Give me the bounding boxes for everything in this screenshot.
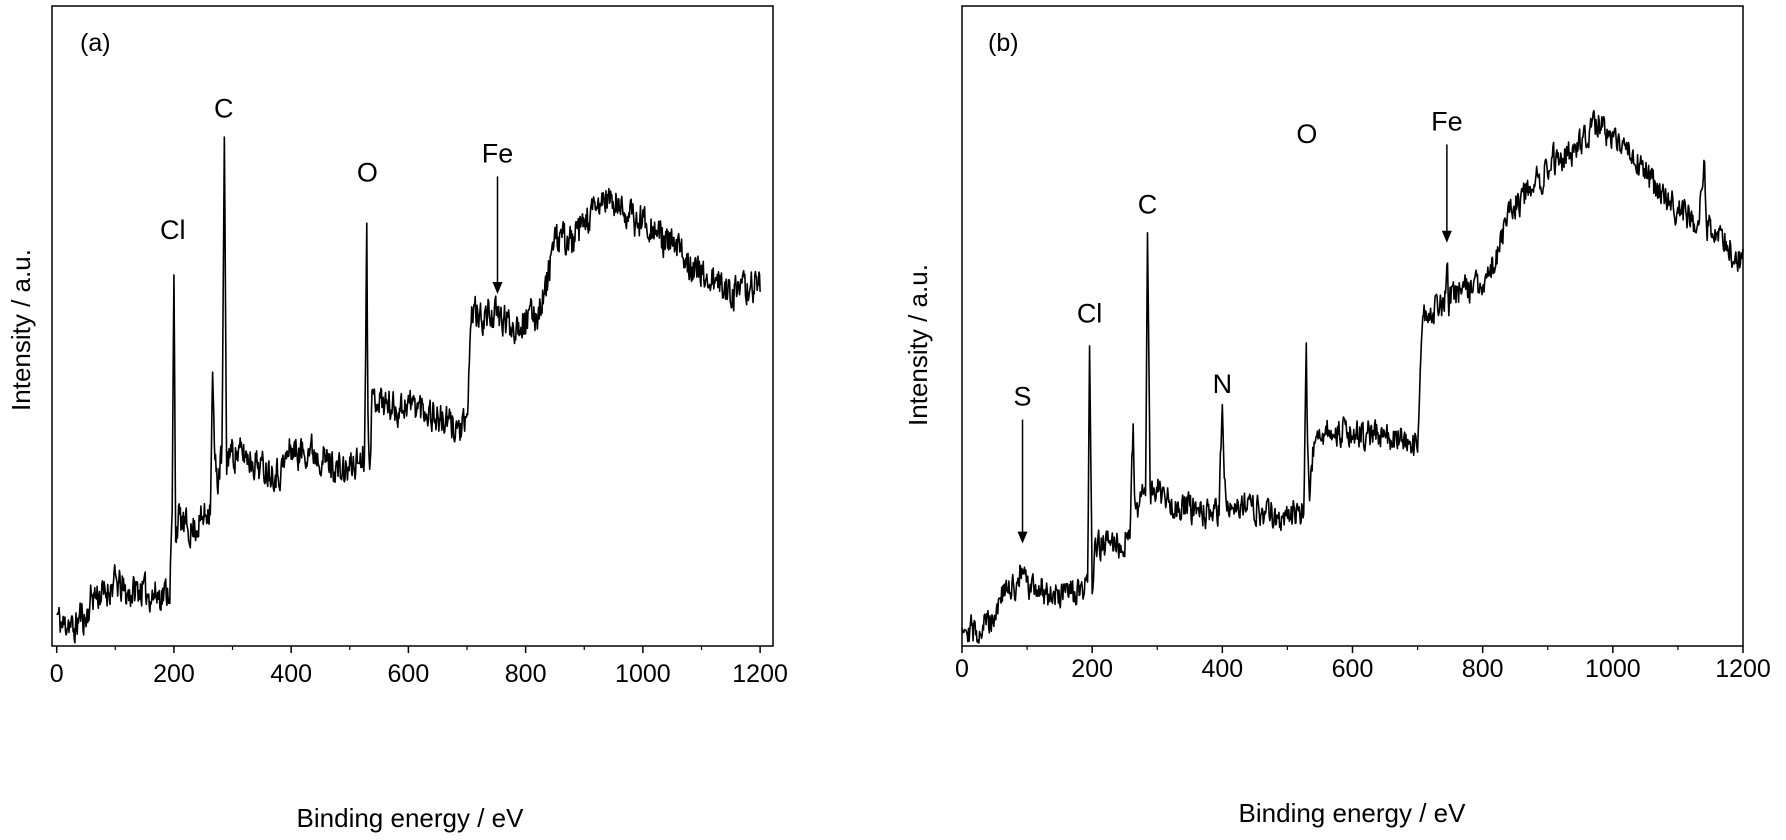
- x-tick-label: 200: [153, 660, 195, 688]
- y-axis-title-b: Intensity / a.u.: [903, 264, 933, 426]
- peak-label-o: O: [1296, 119, 1317, 149]
- series-group-a: [56, 136, 761, 644]
- x-tick-label: 0: [50, 660, 64, 688]
- x-tick-label: 600: [388, 660, 430, 688]
- peak-label-c: C: [214, 94, 234, 124]
- peak-label-fe: Fe: [482, 138, 514, 168]
- peak-annotations-a: Cl C O Fe: [160, 94, 513, 294]
- peak-label-n: N: [1213, 369, 1233, 399]
- peak-label-cl: Cl: [1077, 298, 1103, 328]
- x-axis-ticks-b: 0 200 400 600 800 1000 1200: [955, 646, 1771, 683]
- peak-label-cl: Cl: [160, 215, 186, 245]
- peak-label-fe: Fe: [1431, 106, 1463, 136]
- x-tick-label: 1200: [1715, 655, 1771, 683]
- x-tick-label: 600: [1332, 655, 1374, 683]
- peak-arrow-head-icon: [492, 282, 503, 294]
- panel-label-b: (b): [988, 29, 1019, 57]
- peak-arrow-head-icon: [1441, 230, 1452, 243]
- x-tick-label: 800: [505, 660, 547, 688]
- y-axis-title-a: Intensity / a.u.: [6, 249, 36, 411]
- panel-a: (a) Binding energy / eV Intensity / a.u.…: [6, 5, 788, 833]
- panel-label-a: (a): [80, 29, 111, 57]
- plot-frame-a: [51, 5, 774, 647]
- x-tick-label: 400: [1201, 655, 1243, 683]
- x-tick-label: 400: [270, 660, 312, 688]
- x-axis-ticks-a: 0 200 400 600 800 1000 1200: [50, 646, 788, 688]
- spectrum-line-spectrum-a: [56, 136, 761, 644]
- peak-label-s: S: [1014, 382, 1032, 412]
- peak-arrow-head-icon: [1017, 531, 1028, 544]
- x-axis-title-a: Binding energy / eV: [297, 803, 525, 833]
- x-tick-label: 200: [1071, 655, 1113, 683]
- x-tick-label: 1200: [732, 660, 788, 688]
- x-tick-label: 0: [955, 655, 969, 683]
- x-axis-title-b: Binding energy / eV: [1239, 798, 1467, 828]
- spectrum-line-spectrum-b: [961, 109, 1744, 644]
- x-tick-label: 1000: [1585, 655, 1641, 683]
- peak-label-o: O: [357, 158, 378, 188]
- peak-annotations-b: S Cl C N O Fe: [1014, 106, 1463, 544]
- peak-label-c: C: [1138, 190, 1158, 220]
- panel-b: (b) Binding energy / eV Intensity / a.u.…: [903, 5, 1771, 828]
- x-tick-label: 1000: [615, 660, 671, 688]
- x-tick-label: 800: [1462, 655, 1504, 683]
- series-group-b: [961, 109, 1744, 644]
